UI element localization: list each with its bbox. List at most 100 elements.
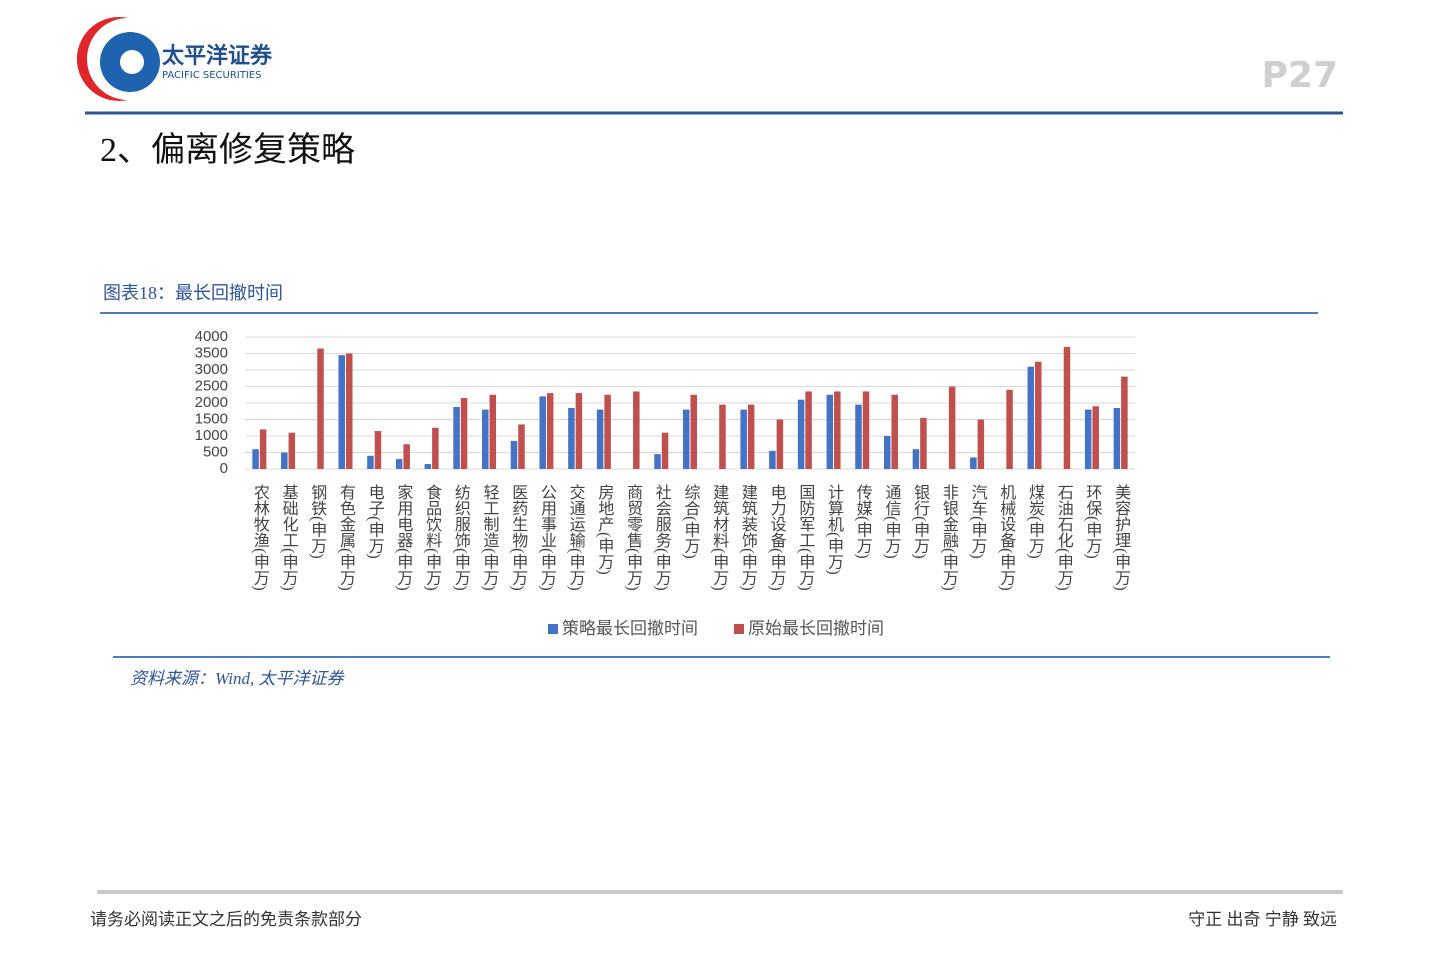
bar <box>862 391 870 469</box>
bar <box>345 353 353 469</box>
bar <box>1027 366 1035 469</box>
bar <box>568 407 575 469</box>
x-tick-label: 通信(申万) <box>882 484 901 559</box>
slide-title: 2、偏离修复策略 <box>100 131 355 169</box>
bar <box>970 457 977 469</box>
x-tick-label: 建筑材料(申万) <box>710 484 729 591</box>
x-tick-label: 农林牧渔(申万) <box>251 484 270 591</box>
y-tick-label: 500 <box>203 443 228 460</box>
x-tick-label: 银行(申万) <box>911 484 930 559</box>
bar <box>281 452 288 469</box>
x-tick-label: 社会服务(申万) <box>653 484 672 591</box>
bar <box>338 355 345 469</box>
x-tick-label: 商贸零售(申万) <box>624 484 643 591</box>
x-tick-label: 公用事业(申万) <box>538 484 557 591</box>
bar <box>920 417 927 469</box>
bar <box>805 391 812 469</box>
x-tick-label: 有色金属(申万) <box>337 484 356 591</box>
bar <box>1084 409 1092 469</box>
bar <box>596 409 604 469</box>
bar <box>633 391 640 469</box>
bar <box>259 429 267 469</box>
bar <box>482 409 489 469</box>
x-tick-label: 美容护理(申万) <box>1112 484 1131 591</box>
source: 资料来源：Wind, 太平洋证券 <box>130 669 345 688</box>
y-tick-label: 3500 <box>195 344 228 361</box>
bar <box>776 419 784 469</box>
x-tick-label: 汽车(申万) <box>969 484 988 559</box>
bar <box>855 404 862 469</box>
bar <box>891 394 898 469</box>
x-tick-label: 纺织服饰(申万) <box>452 484 471 591</box>
footer-right: 守正 出奇 宁静 致远 <box>1188 910 1337 929</box>
bar <box>826 394 834 469</box>
x-tick-label: 食品饮料(申万) <box>423 484 442 591</box>
bar <box>747 404 755 469</box>
x-tick-label: 建筑装饰(申万) <box>739 484 758 591</box>
bar <box>367 455 374 469</box>
x-tick-label: 钢铁(申万) <box>308 484 327 559</box>
bar <box>912 449 920 469</box>
x-tick-label: 轻工制造(申万) <box>481 484 500 591</box>
logo-hole <box>120 50 144 74</box>
bar <box>797 399 805 469</box>
page-number: P27 <box>1262 55 1338 96</box>
bar <box>719 404 726 469</box>
x-tick-label: 石油石化(申万) <box>1055 484 1074 591</box>
x-tick-label: 电力设备(申万) <box>768 484 787 591</box>
x-tick-label: 非银金融(申万) <box>940 484 959 591</box>
x-tick-label: 煤炭(申万) <box>1026 484 1045 559</box>
x-tick-label: 国防军工(申万) <box>796 484 815 591</box>
x-tick-label: 家用电器(申万) <box>394 484 413 591</box>
x-tick-label: 房地产(申万) <box>595 484 614 575</box>
bar <box>604 394 611 469</box>
x-tick-label: 计算机(申万) <box>825 484 844 575</box>
bar <box>683 409 690 469</box>
bar <box>374 431 382 469</box>
x-tick-label: 交通运输(申万) <box>567 484 586 591</box>
footer-left: 请务必阅读正文之后的免责条款部分 <box>90 910 362 929</box>
bar <box>1092 406 1099 469</box>
y-tick-label: 0 <box>220 460 228 477</box>
logo-en: PACIFIC SECURITIES <box>162 70 261 81</box>
legend-swatch <box>548 624 558 634</box>
x-tick-label: 基础化工(申万) <box>280 484 299 591</box>
bar <box>1113 407 1121 469</box>
bar <box>489 394 497 469</box>
legend-label: 策略最长回撤时间 <box>562 619 698 638</box>
x-tick-label: 电子(申万) <box>366 484 385 559</box>
logo-cn: 太平洋证券 <box>162 43 273 69</box>
y-tick-label: 2000 <box>195 394 228 411</box>
y-tick-label: 3000 <box>195 361 228 378</box>
bar <box>460 398 468 469</box>
bar <box>977 419 985 469</box>
legend-label: 原始最长回撤时间 <box>748 619 884 638</box>
bar <box>1121 376 1128 469</box>
bar <box>948 386 956 469</box>
legend-swatch <box>734 624 744 634</box>
bar <box>883 436 891 469</box>
logo-crescent <box>76 17 128 102</box>
bar <box>252 449 259 469</box>
bar <box>690 394 697 469</box>
bar <box>1063 346 1071 469</box>
y-tick-label: 4000 <box>195 328 228 345</box>
bar <box>510 440 518 469</box>
chart-caption: 图表18：最长回撤时间 <box>103 283 283 303</box>
bar <box>740 409 747 469</box>
bar <box>1006 389 1013 469</box>
y-tick-label: 1000 <box>195 427 228 444</box>
x-tick-label: 传媒(申万) <box>854 484 873 559</box>
bar <box>395 459 403 469</box>
bar <box>424 464 432 469</box>
y-tick-label: 1500 <box>195 410 228 427</box>
bar <box>453 406 460 469</box>
x-tick-label: 综合(申万) <box>682 484 701 559</box>
x-tick-label: 环保(申万) <box>1083 484 1102 559</box>
bar <box>654 454 661 469</box>
bar <box>1035 361 1042 469</box>
bar <box>575 393 583 469</box>
